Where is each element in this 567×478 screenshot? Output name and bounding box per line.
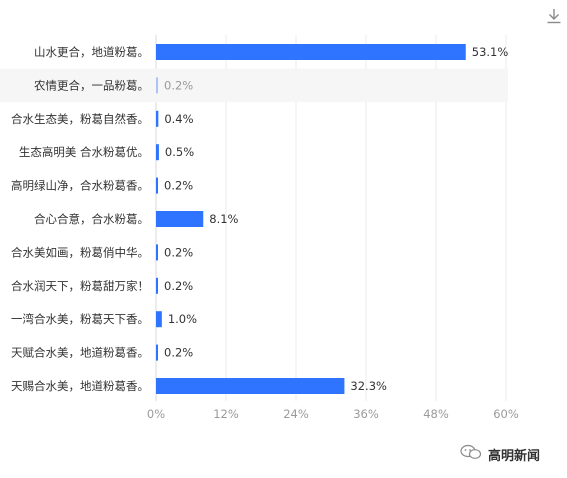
value-label: 32.3% [350, 379, 387, 393]
value-label: 0.2% [164, 245, 193, 259]
category-label: 天赐合水美，地道粉葛香。 [11, 379, 149, 393]
value-label: 0.2% [164, 346, 193, 360]
value-label: 0.5% [165, 145, 194, 159]
value-label: 1.0% [168, 312, 197, 326]
row-highlight [0, 68, 508, 103]
row-highlight [0, 68, 508, 103]
download-icon[interactable] [544, 6, 564, 26]
category-label: 山水更合，地道粉葛。 [34, 45, 149, 59]
bar[interactable] [156, 211, 204, 227]
category-label: 生态高明美 合水粉葛优。 [19, 145, 149, 159]
category-label: 高明绿山净，合水粉葛香。 [11, 179, 149, 193]
x-tick-label: 36% [353, 407, 379, 421]
category-label: 农情更合，一品粉葛。 [34, 78, 149, 92]
bar[interactable] [156, 244, 158, 261]
category-label: 一湾合水美，粉葛天下香。 [11, 312, 149, 326]
bar[interactable] [156, 378, 345, 394]
bar[interactable] [156, 44, 466, 60]
bar[interactable] [156, 144, 159, 161]
bar[interactable] [156, 277, 158, 294]
category-label: 合水润天下，粉葛甜万家！ [11, 279, 149, 293]
x-tick-label: 0% [147, 407, 165, 421]
watermark: 高明新闻 [460, 444, 540, 464]
category-label: 天赋合水美，地道粉葛香。 [11, 346, 149, 360]
x-tick-label: 60% [493, 407, 519, 421]
watermark-text: 高明新闻 [488, 448, 541, 464]
x-tick-label: 12% [213, 407, 239, 421]
bar[interactable] [156, 344, 158, 361]
value-label: 0.2% [164, 179, 193, 193]
x-axis-ticks: 0% 12% 24% 36% 48% 60% [147, 407, 519, 421]
category-label: 合水生态美，粉葛自然香。 [11, 112, 149, 126]
value-label: 53.1% [472, 45, 509, 59]
bar[interactable] [156, 110, 159, 127]
x-tick-label: 48% [423, 407, 449, 421]
bar[interactable] [156, 177, 158, 194]
x-tick-label: 24% [283, 407, 309, 421]
category-label: 合心合意，合水粉葛。 [34, 212, 149, 226]
bars [156, 44, 466, 394]
wechat-icon [460, 444, 482, 464]
bar[interactable] [156, 77, 158, 94]
bar[interactable] [156, 311, 162, 328]
category-label: 合水美如画，粉葛俏中华。 [11, 245, 149, 259]
value-label: 0.2% [164, 279, 193, 293]
category-labels: 山水更合，地道粉葛。农情更合，一品粉葛。合水生态美，粉葛自然香。生态高明美 合水… [11, 45, 149, 393]
value-label: 8.1% [209, 212, 238, 226]
value-label: 0.2% [164, 78, 193, 92]
value-label: 0.4% [164, 112, 193, 126]
value-labels: 53.1% 0.2% 0.4% 0.5% 0.2% 8.1% 0.2% 0.2% 1.0% 0.2… [164, 45, 508, 393]
